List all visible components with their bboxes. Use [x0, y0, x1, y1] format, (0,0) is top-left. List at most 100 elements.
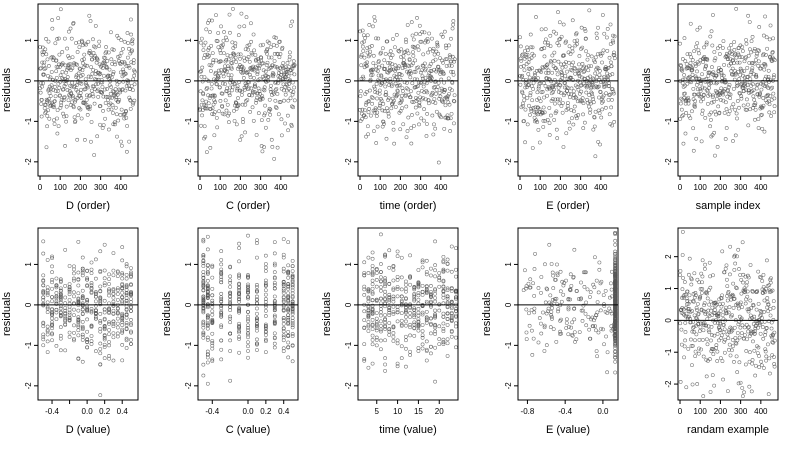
x-tick-label: 300: [734, 183, 748, 192]
data-point: [273, 64, 277, 69]
data-point: [680, 114, 684, 119]
data-point: [365, 60, 369, 65]
data-point: [399, 344, 404, 349]
data-point: [540, 90, 545, 94]
data-point: [399, 55, 403, 59]
data-point: [760, 105, 765, 110]
data-point: [389, 56, 393, 60]
data-point: [237, 330, 241, 335]
data-point: [272, 263, 277, 268]
data-point: [424, 284, 429, 289]
data-point: [66, 66, 70, 70]
data-point: [536, 286, 541, 290]
data-point: [219, 91, 224, 96]
data-point: [80, 273, 85, 278]
data-point: [58, 288, 63, 293]
data-point: [282, 98, 286, 103]
plot-frame: [517, 227, 619, 401]
data-point: [45, 300, 50, 305]
data-point: [454, 267, 458, 272]
data-point: [758, 106, 763, 111]
data-point: [609, 60, 613, 65]
data-point: [591, 127, 596, 132]
data-point: [714, 73, 719, 78]
data-point: [80, 326, 85, 330]
data-point: [537, 140, 542, 145]
data-point: [107, 354, 111, 358]
data-point: [423, 68, 428, 73]
data-point: [251, 32, 256, 37]
data-point: [405, 81, 409, 85]
data-point: [55, 131, 60, 136]
data-point: [758, 331, 763, 336]
data-point: [42, 67, 47, 71]
data-point: [769, 326, 774, 331]
data-point: [252, 68, 257, 73]
data-point: [86, 85, 90, 90]
data-point: [241, 70, 246, 74]
data-point: [255, 342, 259, 347]
data-point: [70, 100, 74, 105]
data-point: [429, 344, 433, 349]
data-point: [610, 72, 615, 77]
data-point: [50, 331, 54, 336]
data-point: [583, 29, 588, 33]
data-point: [104, 45, 108, 49]
data-point: [201, 237, 206, 242]
data-point: [268, 107, 273, 112]
data-point: [221, 51, 226, 55]
data-point: [414, 31, 419, 36]
data-point: [562, 53, 566, 58]
data-point: [266, 118, 271, 122]
data-point: [544, 286, 549, 291]
data-point: [686, 76, 691, 80]
data-point: [201, 92, 206, 97]
data-point: [278, 75, 282, 79]
data-point: [735, 370, 740, 375]
data-point: [393, 63, 398, 68]
data-point: [210, 298, 215, 303]
data-point: [118, 113, 123, 117]
data-point: [442, 126, 447, 131]
data-point: [772, 355, 776, 359]
data-point: [528, 32, 533, 37]
data-point: [532, 310, 537, 315]
data-point: [555, 68, 559, 73]
data-point: [707, 302, 711, 307]
data-point: [219, 311, 224, 316]
data-point: [694, 44, 698, 49]
data-point: [58, 325, 63, 330]
y-tick-label: 0: [664, 78, 673, 83]
data-point: [379, 296, 383, 301]
data-point: [420, 283, 425, 288]
data-point: [205, 313, 210, 318]
data-point: [396, 78, 400, 83]
data-point: [286, 269, 291, 274]
data-point: [246, 79, 250, 84]
data-point: [382, 79, 387, 84]
data-point: [58, 93, 62, 98]
data-point: [80, 73, 85, 77]
data-point: [532, 294, 537, 298]
data-point: [379, 307, 383, 311]
data-point: [249, 21, 253, 26]
data-point: [706, 101, 710, 106]
data-point: [538, 99, 543, 104]
data-point: [79, 96, 84, 100]
data-point: [80, 332, 85, 337]
data-point: [693, 63, 698, 68]
data-point: [433, 239, 437, 244]
data-point: [268, 65, 272, 70]
data-point: [199, 69, 204, 73]
data-point: [707, 313, 712, 318]
data-point: [739, 96, 744, 101]
data-point: [201, 325, 206, 330]
data-point: [360, 28, 365, 33]
data-point: [700, 111, 705, 116]
data-point: [408, 282, 412, 287]
data-point: [738, 302, 742, 307]
data-point: [570, 46, 575, 51]
data-point: [129, 17, 133, 22]
data-point: [89, 271, 94, 276]
data-point: [544, 63, 549, 68]
